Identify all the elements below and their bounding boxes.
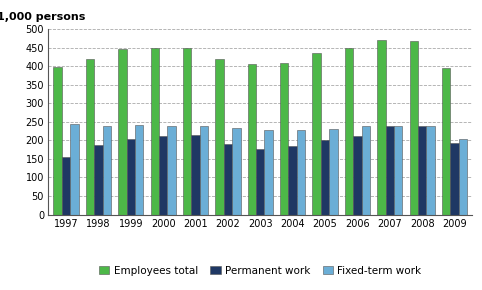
Legend: Employees total, Permanent work, Fixed-term work: Employees total, Permanent work, Fixed-t… xyxy=(95,262,426,280)
Bar xyxy=(62,157,70,215)
Bar xyxy=(224,144,232,215)
Bar xyxy=(150,48,159,215)
Bar xyxy=(321,139,329,215)
Bar xyxy=(265,130,273,215)
Bar xyxy=(183,48,191,215)
Bar xyxy=(256,148,265,215)
Bar xyxy=(167,126,176,215)
Bar xyxy=(362,126,370,215)
Bar xyxy=(386,126,394,215)
Bar xyxy=(312,53,321,215)
Bar xyxy=(288,146,297,215)
Bar xyxy=(159,135,167,215)
Bar xyxy=(232,128,241,215)
Bar xyxy=(103,126,111,215)
Bar xyxy=(329,129,338,215)
Bar xyxy=(54,67,62,215)
Bar xyxy=(280,63,288,215)
Bar xyxy=(70,124,79,215)
Bar xyxy=(191,135,200,215)
Bar xyxy=(86,59,94,215)
Bar xyxy=(200,126,208,215)
Bar xyxy=(427,126,435,215)
Bar xyxy=(410,41,418,215)
Bar xyxy=(418,126,427,215)
Bar xyxy=(459,139,467,215)
Bar xyxy=(442,68,450,215)
Bar xyxy=(215,59,224,215)
Bar xyxy=(353,136,362,215)
Text: 1,000 persons: 1,000 persons xyxy=(0,12,86,21)
Bar xyxy=(94,145,103,215)
Bar xyxy=(118,49,127,215)
Bar xyxy=(135,125,143,215)
Bar xyxy=(127,139,135,215)
Bar xyxy=(450,143,459,215)
Bar xyxy=(377,40,386,215)
Bar xyxy=(297,130,305,215)
Bar xyxy=(394,126,402,215)
Bar xyxy=(248,64,256,215)
Bar xyxy=(345,48,353,215)
